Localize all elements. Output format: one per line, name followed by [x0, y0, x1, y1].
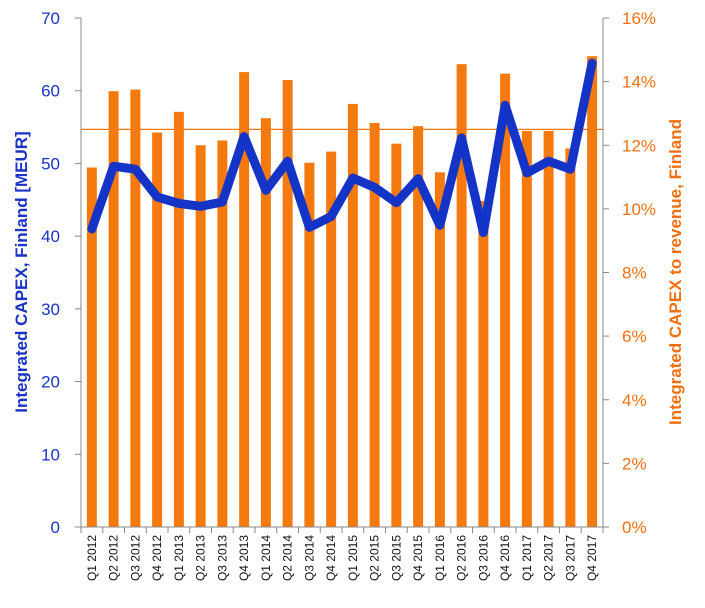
bar	[152, 132, 163, 527]
x-axis-ticks: Q1 2012 Q2 2012 Q3 2012 Q4 2012 Q1 2013 Q2 20…	[80, 527, 604, 581]
x-tick-label: Q2 2012	[107, 535, 121, 581]
right-tick-label: 16%	[622, 9, 656, 28]
right-tick-label: 0%	[622, 518, 647, 537]
bar-series	[86, 56, 598, 528]
x-tick-label: Q4 2017	[585, 535, 599, 581]
x-tick-label: Q3 2013	[215, 535, 229, 581]
right-axis-label: Integrated CAPEX to revenue, Finland	[666, 119, 685, 425]
right-tick-label: 10%	[622, 200, 656, 219]
left-tick-label: 70	[41, 9, 60, 28]
bar	[543, 130, 554, 527]
x-tick-label: Q4 2014	[324, 535, 338, 581]
right-axis-ticks: 0% 2% 4% 6% 8% 10% 12% 14% 16%	[603, 9, 656, 537]
right-tick-label: 6%	[622, 327, 647, 346]
right-tick-label: 12%	[622, 136, 656, 155]
x-tick-label: Q2 2013	[194, 535, 208, 581]
left-axis-ticks: 0 10 20 30 40 50 60 70	[41, 9, 81, 537]
bar	[456, 64, 467, 528]
right-tick-label: 4%	[622, 391, 647, 410]
x-tick-label: Q1 2016	[433, 535, 447, 581]
bar	[86, 167, 97, 528]
x-tick-label: Q1 2014	[259, 535, 273, 581]
bar	[260, 118, 271, 527]
right-tick-label: 2%	[622, 454, 647, 473]
x-tick-label: Q3 2017	[563, 535, 577, 581]
x-tick-label: Q3 2014	[302, 535, 316, 581]
x-tick-label: Q1 2012	[85, 535, 99, 581]
x-tick-label: Q2 2014	[281, 535, 295, 581]
x-tick-label: Q2 2015	[368, 535, 382, 581]
bar	[347, 103, 358, 528]
line-series	[87, 58, 597, 237]
right-tick-label: 14%	[622, 73, 656, 92]
left-tick-label: 20	[41, 373, 60, 392]
bar	[195, 145, 206, 527]
bar	[326, 151, 337, 528]
x-tick-label: Q4 2013	[237, 535, 251, 581]
x-tick-label: Q3 2015	[389, 535, 403, 581]
bar	[434, 172, 445, 527]
bar	[391, 143, 402, 528]
bar	[500, 73, 511, 527]
left-tick-label: 30	[41, 300, 60, 319]
right-tick-label: 8%	[622, 264, 647, 283]
x-tick-label: Q2 2016	[455, 535, 469, 581]
left-axis-label: Integrated CAPEX, Finland [MEUR]	[12, 131, 31, 412]
bar	[173, 111, 184, 528]
left-tick-label: 50	[41, 154, 60, 173]
x-tick-label: Q3 2012	[128, 535, 142, 581]
x-tick-label: Q4 2016	[498, 535, 512, 581]
x-tick-label: Q1 2017	[520, 535, 534, 581]
x-tick-label: Q4 2012	[150, 535, 164, 581]
left-tick-label: 40	[41, 227, 60, 246]
bar	[565, 148, 576, 527]
bar	[369, 122, 380, 527]
bar	[304, 162, 315, 527]
bar	[217, 140, 228, 527]
bar	[521, 130, 532, 527]
bar	[587, 56, 598, 528]
x-tick-label: Q2 2017	[542, 535, 556, 581]
left-tick-label: 60	[41, 82, 60, 101]
x-tick-label: Q1 2015	[346, 535, 360, 581]
bar	[130, 89, 141, 527]
line-series-group	[87, 58, 597, 237]
left-tick-label: 0	[51, 518, 60, 537]
bar	[478, 200, 489, 527]
bar	[413, 126, 424, 527]
x-tick-label: Q3 2016	[476, 535, 490, 581]
left-tick-label: 10	[41, 445, 60, 464]
x-tick-label: Q1 2013	[172, 535, 186, 581]
bar	[282, 80, 293, 528]
bar	[108, 91, 119, 527]
x-tick-label: Q4 2015	[411, 535, 425, 581]
bar	[239, 72, 250, 528]
